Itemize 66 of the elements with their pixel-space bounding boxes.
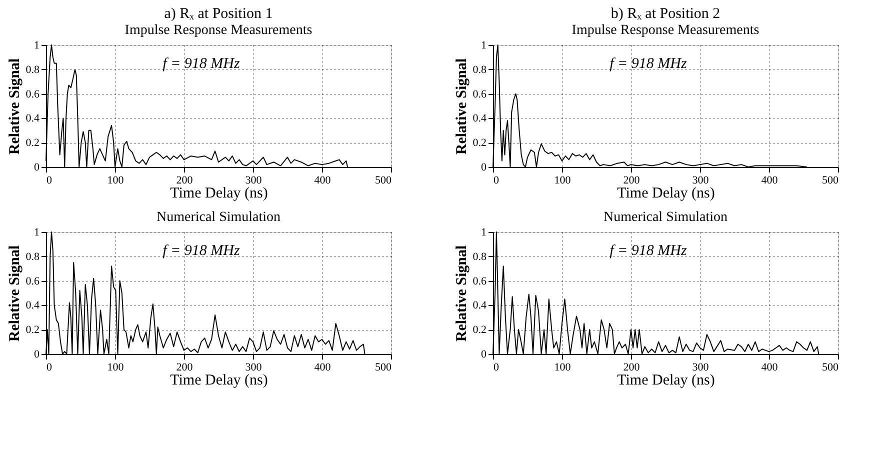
y-tick-label: 0.6	[26, 275, 40, 288]
x-tick-label: 400	[761, 174, 778, 186]
chart-title: b) Rₓ at Position 2	[610, 6, 720, 22]
x-tick-label: 400	[314, 174, 332, 186]
y-axis-title: Relative Signal	[454, 58, 470, 155]
y-tick-label: 0	[481, 162, 487, 174]
x-tick-label: 200	[176, 174, 194, 186]
y-tick-label: 0.2	[472, 324, 486, 336]
x-tick-label: 0	[494, 362, 500, 374]
y-tick-label: 1	[34, 226, 40, 238]
y-tick-label: 0.2	[26, 137, 40, 150]
y-axis-title: Relative Signal	[6, 245, 23, 342]
y-tick-label: 0.4	[472, 300, 487, 312]
chart-title: Numerical Simulation	[603, 210, 728, 225]
x-tick-label: 200	[623, 362, 640, 374]
y-tick-label: 0.2	[26, 324, 40, 336]
x-axis-title: Time Delay (ns)	[617, 186, 715, 202]
y-tick-label: 0	[34, 162, 40, 174]
x-tick-label: 400	[761, 362, 778, 374]
x-tick-label: 100	[107, 174, 124, 186]
y-tick-label: 0.4	[26, 112, 40, 125]
x-tick-label: 500	[822, 174, 839, 186]
y-tick-label: 0.2	[472, 137, 486, 150]
x-tick-label: 300	[245, 362, 262, 374]
x-axis-title: Time Delay (ns)	[170, 186, 268, 202]
y-tick-label: 0	[481, 348, 487, 360]
x-tick-label: 100	[107, 362, 124, 374]
y-tick-label: 0.6	[26, 88, 40, 100]
x-tick-label: 500	[375, 362, 392, 374]
y-axis-title: Relative Signal	[454, 245, 470, 342]
chart-title: a) Rₓ at Position 1	[164, 6, 273, 22]
y-tick-label: 0.4	[26, 300, 40, 312]
y-tick-label: 1	[34, 40, 40, 52]
y-tick-label: 0.8	[472, 250, 487, 263]
y-tick-label: 0.8	[26, 64, 40, 76]
y-tick-label: 0.8	[26, 250, 40, 263]
annotation: f = 918 MHz	[610, 243, 688, 259]
annotation: f = 918 MHz	[610, 56, 688, 72]
x-tick-label: 500	[822, 362, 839, 374]
chart-subtitle: Impulse Response Measurements	[124, 23, 312, 38]
x-tick-label: 200	[623, 174, 640, 186]
y-tick-label: 0.6	[472, 88, 487, 100]
y-tick-label: 1	[481, 226, 486, 238]
annotation: f = 918 MHz	[162, 243, 240, 259]
y-tick-label: 0.8	[472, 64, 487, 76]
x-tick-label: 0	[46, 362, 52, 374]
x-tick-label: 300	[692, 362, 710, 374]
y-tick-label: 0	[34, 348, 40, 360]
x-tick-label: 100	[554, 362, 572, 374]
y-tick-label: 0.6	[472, 275, 487, 288]
x-tick-label: 0	[494, 174, 500, 186]
x-axis-title: Time Delay (ns)	[617, 372, 715, 388]
x-tick-label: 300	[692, 174, 710, 186]
x-axis-title: Time Delay (ns)	[170, 372, 268, 388]
y-tick-label: 1	[481, 40, 486, 52]
y-axis-title: Relative Signal	[6, 58, 23, 155]
x-tick-label: 300	[245, 174, 262, 186]
x-tick-label: 0	[46, 174, 52, 186]
chart-title: Numerical Simulation	[156, 210, 281, 225]
x-tick-label: 400	[314, 362, 332, 374]
x-tick-label: 100	[554, 174, 572, 186]
x-tick-label: 200	[176, 362, 194, 374]
x-tick-label: 500	[375, 174, 392, 186]
chart-subtitle: Impulse Response Measurements	[572, 23, 760, 38]
y-tick-label: 0.4	[472, 112, 487, 125]
annotation: f = 918 MHz	[162, 56, 240, 72]
